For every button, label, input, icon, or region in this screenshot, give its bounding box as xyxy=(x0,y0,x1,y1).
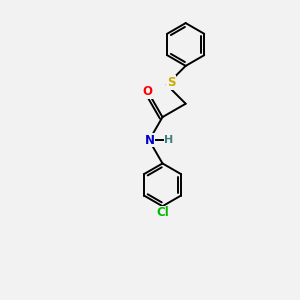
Text: O: O xyxy=(142,85,153,98)
Text: N: N xyxy=(145,134,155,147)
Text: Cl: Cl xyxy=(156,206,169,219)
Text: S: S xyxy=(167,76,175,89)
Text: H: H xyxy=(164,135,174,145)
